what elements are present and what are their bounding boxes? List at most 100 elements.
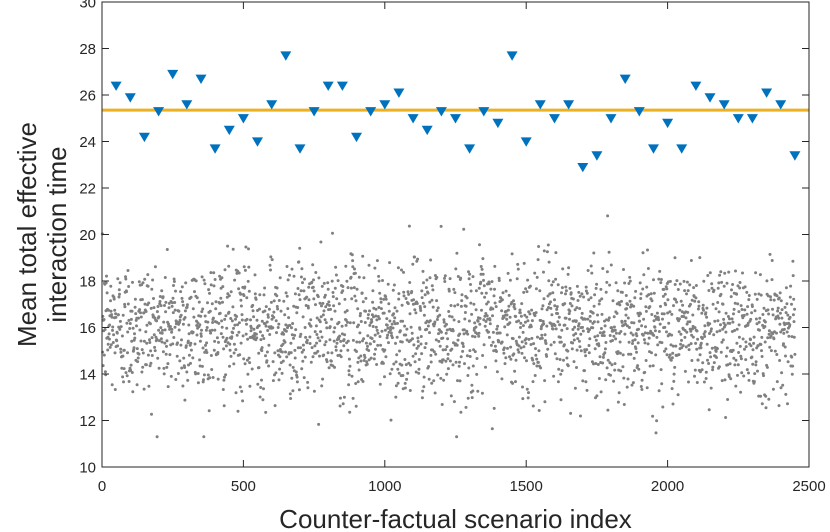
scatter-dot <box>646 342 650 346</box>
scatter-dot <box>786 402 789 406</box>
scatter-dot <box>265 350 269 354</box>
scatter-dot <box>246 279 250 283</box>
scatter-dot <box>702 332 706 336</box>
scatter-dot <box>102 353 106 357</box>
scatter-dot <box>209 283 213 287</box>
scatter-dot <box>592 320 596 324</box>
scatter-dot <box>678 308 682 312</box>
scatter-dot <box>312 297 316 301</box>
scatter-dot <box>483 295 487 299</box>
scatter-dot <box>484 320 488 323</box>
scatter-dot <box>263 309 267 313</box>
scatter-dot <box>242 294 246 298</box>
scatter-dot <box>525 359 528 363</box>
scatter-dot <box>303 277 306 281</box>
scatter-dot <box>657 318 661 322</box>
scatter-dot <box>539 366 543 370</box>
scatter-dot <box>316 295 320 299</box>
scatter-dot <box>236 323 239 327</box>
scatter-dot <box>733 329 737 332</box>
scatter-dot <box>419 309 423 312</box>
scatter-dot <box>663 292 667 296</box>
scatter-dot <box>671 344 675 348</box>
scatter-dot <box>455 435 459 439</box>
scatter-dot <box>675 279 679 283</box>
scatter-dot <box>461 342 465 346</box>
scatter-dot <box>462 332 466 336</box>
triangle-marker <box>718 100 730 110</box>
scatter-dot <box>596 363 600 366</box>
scatter-dot <box>358 340 362 344</box>
scatter-dot <box>746 305 750 309</box>
scatter-dot <box>448 314 452 318</box>
scatter-dot <box>303 326 307 329</box>
scatter-dot <box>198 364 202 368</box>
scatter-dot <box>560 291 563 295</box>
scatter-dot <box>608 334 612 337</box>
scatter-dot <box>731 283 735 286</box>
scatter-dot <box>359 320 363 323</box>
scatter-dot <box>536 258 540 262</box>
scatter-dot <box>208 291 211 295</box>
scatter-dot <box>163 328 167 332</box>
scatter-dot <box>305 295 309 299</box>
scatter-dot <box>364 341 368 345</box>
scatter-dot <box>749 344 753 348</box>
scatter-dot <box>177 328 181 332</box>
scatter-dot <box>375 363 379 366</box>
scatter-dot <box>251 309 255 313</box>
scatter-dot <box>555 305 559 309</box>
scatter-dot <box>102 318 106 321</box>
scatter-dot <box>241 399 245 403</box>
scatter-dot <box>181 384 185 388</box>
scatter-dot <box>200 310 204 314</box>
scatter-dot <box>631 339 635 343</box>
scatter-dot <box>764 394 768 398</box>
scatter-dot <box>381 361 385 365</box>
scatter-dot <box>492 406 496 410</box>
scatter-dot <box>753 309 757 313</box>
scatter-dot <box>239 298 243 302</box>
scatter-dot <box>216 377 220 381</box>
scatter-dot <box>647 336 651 340</box>
scatter-dot <box>260 378 263 382</box>
scatter-dot <box>243 268 247 272</box>
scatter-dot <box>740 308 744 311</box>
scatter-dot <box>792 320 796 324</box>
scatter-dot <box>547 279 551 283</box>
scatter-dot <box>524 287 528 291</box>
scatter-dot <box>155 337 159 341</box>
scatter-dot <box>776 306 780 310</box>
scatter-dot <box>753 372 757 376</box>
scatter-dot <box>302 348 306 352</box>
scatter-dot <box>633 369 636 373</box>
scatter-dot <box>591 326 595 330</box>
scatter-dot <box>762 374 765 378</box>
scatter-dot <box>164 352 168 356</box>
scatter-dot <box>322 281 326 285</box>
scatter-dot <box>652 319 656 323</box>
scatter-dot <box>429 258 433 262</box>
scatter-dot <box>456 338 460 342</box>
scatter-dot <box>366 313 370 317</box>
scatter-dot <box>252 315 256 319</box>
scatter-dot <box>117 295 121 299</box>
scatter-dot <box>292 304 296 308</box>
scatter-dot <box>514 315 518 318</box>
scatter-dot <box>672 379 676 383</box>
scatter-dot <box>712 333 716 337</box>
scatter-dot <box>206 301 209 305</box>
scatter-dot <box>136 360 140 364</box>
scatter-dot <box>735 292 739 296</box>
scatter-dot <box>712 361 716 365</box>
scatter-dot <box>704 370 708 374</box>
scatter-dot <box>375 259 379 263</box>
scatter-dot <box>478 316 482 320</box>
scatter-dot <box>532 362 536 366</box>
scatter-dot <box>592 362 595 366</box>
scatter-dot <box>556 283 560 287</box>
scatter-dot <box>531 404 535 408</box>
scatter-dot <box>633 296 637 300</box>
scatter-dot <box>213 328 217 332</box>
scatter-dot <box>707 289 711 292</box>
